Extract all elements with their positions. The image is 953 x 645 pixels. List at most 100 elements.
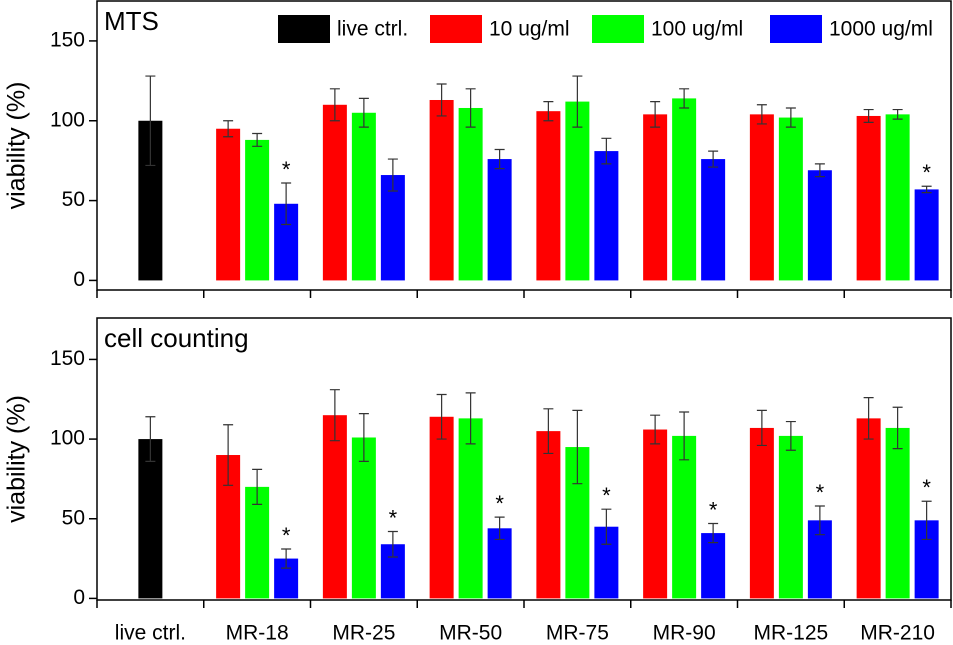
bar	[322, 104, 347, 281]
error-bar	[329, 389, 340, 442]
error-bar	[387, 158, 398, 192]
x-tick-label: MR-50	[439, 622, 502, 645]
bar	[885, 427, 910, 599]
error-bar	[892, 406, 903, 450]
significance-mark: *	[495, 491, 504, 516]
significance-mark: *	[389, 505, 398, 530]
legend-swatch	[278, 15, 330, 43]
x-tick-label: MR-18	[226, 622, 289, 645]
legend-label: 10 ug/ml	[489, 18, 570, 41]
error-bar	[863, 397, 874, 440]
y-tick-label: 100	[50, 427, 85, 450]
bar	[536, 111, 561, 281]
x-tick-label: MR-75	[546, 622, 609, 645]
bar	[429, 99, 454, 281]
error-bar	[601, 508, 612, 545]
bar	[856, 115, 881, 281]
error-bar	[358, 412, 369, 462]
panel-title: MTS	[104, 6, 159, 36]
error-bar	[329, 88, 340, 122]
significance-mark: *	[602, 483, 611, 508]
error-bar	[387, 530, 398, 558]
bar	[138, 439, 163, 599]
error-bar	[650, 100, 661, 128]
x-tick-label: MR-125	[754, 622, 829, 645]
significance-mark: *	[282, 523, 291, 548]
error-bar	[223, 424, 234, 486]
error-bar	[814, 505, 825, 536]
error-bar	[543, 408, 554, 455]
bar	[778, 117, 803, 281]
bar	[594, 151, 619, 281]
y-tick-label: 50	[62, 188, 85, 211]
bar	[749, 114, 774, 281]
error-bar	[543, 100, 554, 122]
bar	[565, 101, 590, 281]
y-tick-label: 150	[50, 28, 85, 51]
bar	[672, 435, 697, 599]
error-bar	[252, 132, 263, 147]
bar	[216, 128, 241, 281]
bar	[458, 107, 483, 281]
bar	[351, 437, 376, 599]
x-tick-label: live ctrl.	[115, 622, 186, 645]
bar	[245, 139, 270, 281]
error-bar	[601, 137, 612, 165]
error-bar	[223, 120, 234, 138]
error-bar	[465, 392, 476, 445]
y-axis-label: viability (%)	[3, 395, 31, 523]
bar	[429, 416, 454, 599]
legend-label: 100 ug/ml	[651, 18, 743, 41]
legend-swatch	[770, 15, 822, 43]
panel-title: cell counting	[104, 323, 249, 353]
legend-swatch	[592, 15, 644, 43]
error-bar	[650, 414, 661, 445]
error-bar	[145, 416, 156, 462]
error-bar	[756, 104, 767, 125]
bar	[643, 429, 668, 599]
error-bar	[756, 409, 767, 447]
significance-mark: *	[922, 475, 931, 500]
error-bar	[708, 522, 719, 544]
y-tick-label: 0	[73, 586, 85, 609]
error-bar	[679, 88, 690, 109]
significance-mark: *	[709, 497, 718, 522]
significance-mark: *	[816, 480, 825, 505]
error-bar	[436, 83, 447, 117]
error-bar	[145, 75, 156, 167]
bar	[245, 486, 270, 599]
bar	[458, 418, 483, 599]
bar	[914, 189, 939, 281]
error-bar	[465, 88, 476, 128]
bar	[807, 170, 832, 281]
bar	[322, 415, 347, 599]
x-tick-label: MR-90	[653, 622, 716, 645]
error-bar	[921, 500, 932, 541]
error-bar	[708, 150, 719, 168]
legend-label: live ctrl.	[337, 18, 408, 41]
error-bar	[892, 108, 903, 120]
error-bar	[358, 97, 369, 128]
error-bar	[814, 163, 825, 178]
x-tick-label: MR-210	[860, 622, 935, 645]
significance-mark: *	[922, 160, 931, 185]
error-bar	[494, 148, 505, 170]
bar	[672, 98, 697, 281]
bar	[749, 427, 774, 599]
y-tick-label: 100	[50, 108, 85, 131]
error-bar	[863, 108, 874, 123]
error-bar	[785, 107, 796, 128]
x-tick-label: MR-25	[332, 622, 395, 645]
bar	[380, 175, 405, 281]
error-bar	[921, 185, 932, 194]
error-bar	[572, 409, 583, 485]
bar	[885, 114, 910, 281]
error-bar	[281, 182, 292, 226]
error-bar	[679, 411, 690, 461]
bar	[701, 159, 726, 281]
bar	[536, 431, 561, 599]
error-bar	[436, 393, 447, 440]
error-bar	[494, 516, 505, 541]
